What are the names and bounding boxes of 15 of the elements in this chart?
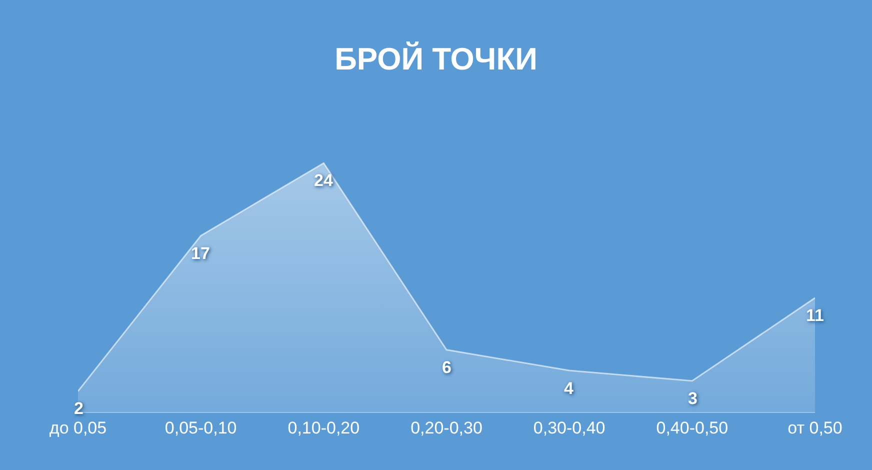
x-tick-label: 0,05-0,10 xyxy=(164,418,237,438)
x-tick-label: 0,10-0,20 xyxy=(288,418,360,438)
chart-title: БРОЙ ТОЧКИ xyxy=(334,40,538,77)
data-label: 3 xyxy=(688,389,698,408)
data-label: 24 xyxy=(314,171,334,190)
data-label: 2 xyxy=(74,399,84,418)
x-tick-label: 0,20-0,30 xyxy=(410,418,482,438)
data-label: 11 xyxy=(806,306,824,325)
x-tick-label: 0,40-0,50 xyxy=(656,418,728,438)
data-label: 6 xyxy=(442,358,452,377)
data-label: 17 xyxy=(191,244,210,263)
data-label: 4 xyxy=(564,379,574,398)
x-tick-label: до 0,05 xyxy=(49,418,107,438)
x-tick-label: от 0,50 xyxy=(788,418,842,438)
x-tick-label: 0,30-0,40 xyxy=(533,418,606,438)
